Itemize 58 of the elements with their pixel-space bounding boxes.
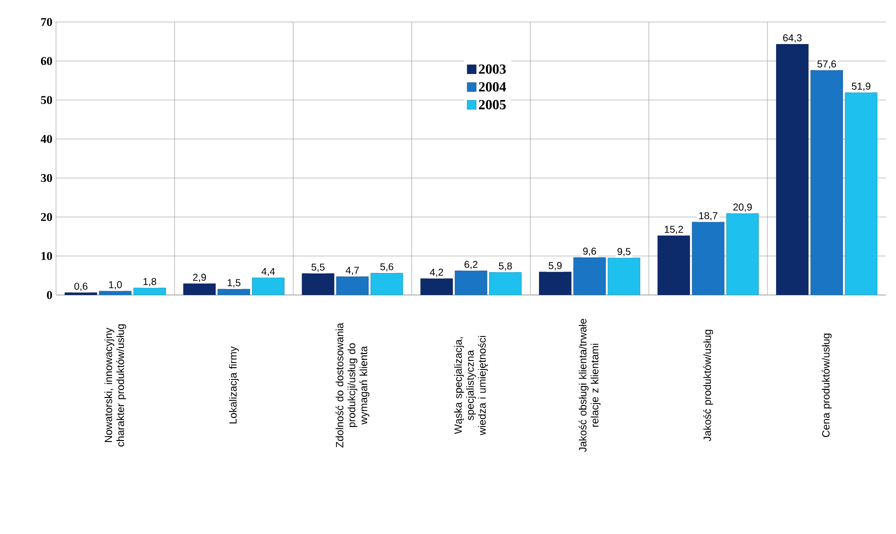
data-label: 2,9 (193, 274, 206, 282)
data-label: 51,9 (852, 82, 870, 91)
bar (776, 44, 809, 295)
data-label: 18,7 (699, 212, 718, 220)
data-label: 4,7 (346, 266, 359, 275)
bar (252, 278, 284, 295)
bar (420, 278, 453, 295)
data-label: 1,0 (109, 281, 122, 290)
legend-label: 2005 (478, 100, 506, 110)
bar (573, 257, 606, 295)
data-label: 9,5 (618, 248, 630, 256)
data-label: 5,6 (380, 263, 394, 272)
data-label: 5,8 (498, 262, 512, 271)
y-tick-label: 30 (40, 174, 52, 182)
data-label: 9,6 (583, 248, 596, 256)
bar (183, 283, 216, 295)
bar (844, 92, 878, 295)
data-label: 15,2 (664, 226, 683, 234)
x-tick-label: Nowatorski, innowacyjny charakter produktów/usług (104, 324, 126, 446)
legend-label: 2004 (478, 82, 506, 92)
data-label: 1,5 (228, 279, 240, 288)
bar (454, 270, 488, 295)
bar (370, 272, 404, 295)
y-tick-label: 20 (41, 212, 52, 222)
data-label: 0,6 (74, 282, 88, 291)
data-label: 4,4 (262, 268, 275, 276)
data-label: 1,8 (144, 278, 156, 286)
x-tick-label: Lokalizacja firmy (228, 346, 239, 424)
bar (133, 288, 166, 295)
x-tick-label: Cena produktów/usług (822, 334, 832, 438)
y-tick-label: 70 (41, 18, 52, 26)
bar (64, 292, 98, 295)
bar (302, 273, 334, 295)
data-label: 20,9 (733, 204, 752, 212)
bar (489, 272, 522, 295)
data-label: 5,9 (548, 262, 562, 270)
x-tick-label: Wąska specjalizacja, specjalistyczna wiedza i umiejętności (454, 336, 488, 436)
x-tick-label: Zdolność do dostosowania produkcji/usług do wymagań klienta (336, 322, 370, 448)
data-label: 6,2 (464, 260, 478, 270)
bar (810, 70, 843, 295)
y-tick-label: 40 (40, 134, 52, 144)
y-tick-label: 60 (40, 56, 52, 66)
data-label: 4,2 (430, 268, 444, 277)
bar (336, 276, 369, 295)
legend-label: 2003 (478, 64, 506, 74)
bar (658, 236, 690, 295)
x-tick-label: Jakość produktów/usług (703, 330, 714, 442)
bar (538, 272, 572, 295)
data-label: 5,5 (312, 264, 325, 272)
data-label: 57,6 (817, 60, 836, 69)
y-tick-label: 0 (46, 290, 52, 300)
bar (99, 290, 132, 295)
bar (726, 213, 759, 295)
x-tick-label: Jakość obsługi klienta/trwałe relacje z klientami (578, 318, 600, 452)
data-label: 64,3 (783, 34, 802, 43)
y-tick-label: 50 (41, 96, 52, 104)
y-tick-label: 10 (41, 252, 52, 260)
bar (218, 288, 250, 295)
